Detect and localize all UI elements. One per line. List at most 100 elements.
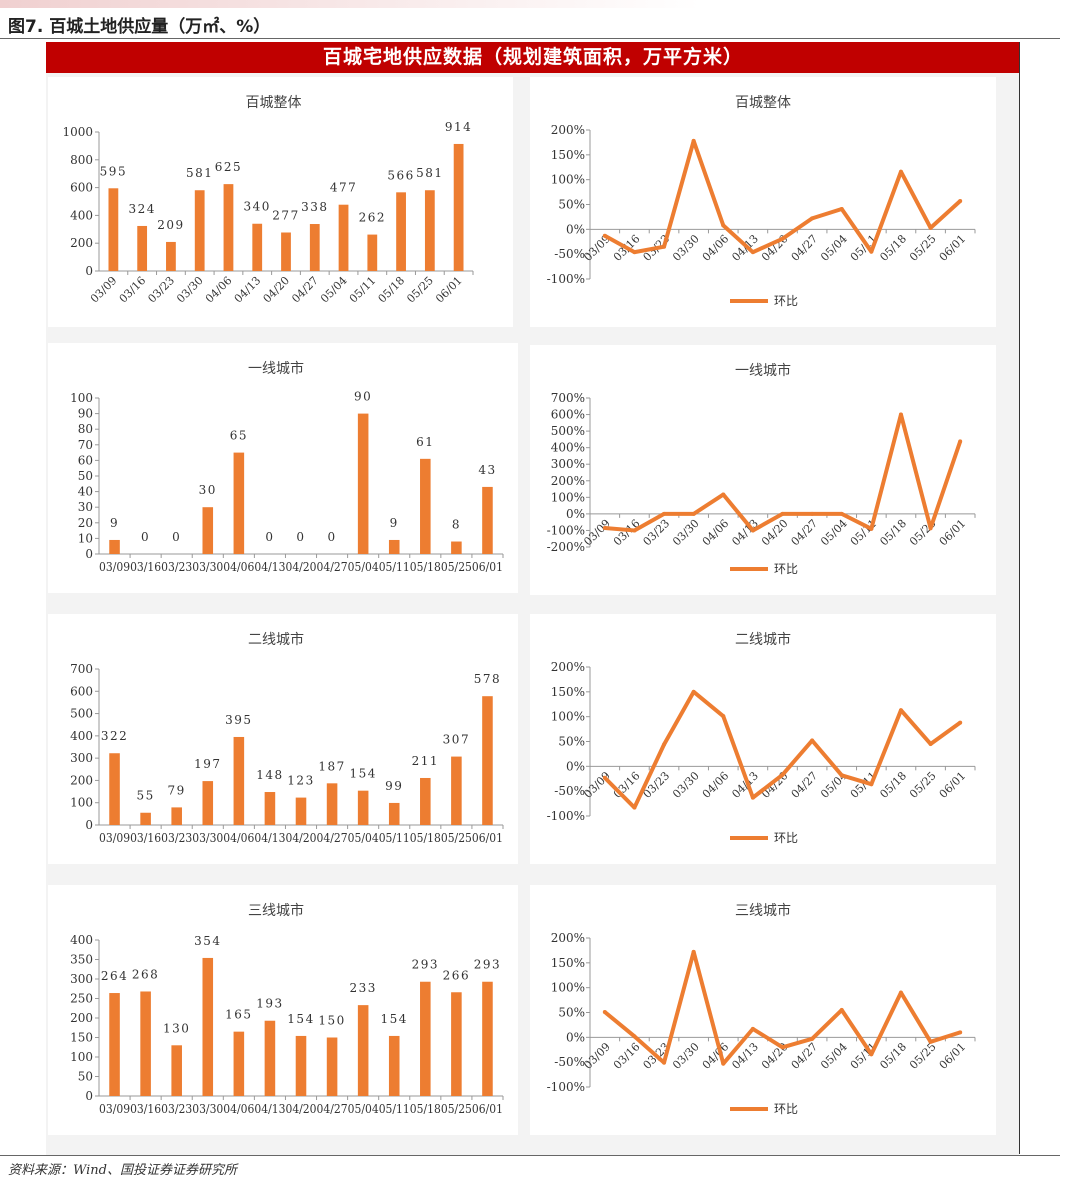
y-tick-label: 150%	[551, 956, 585, 970]
x-tick-label: 03/16	[117, 274, 149, 306]
y-tick-label: 40	[78, 485, 93, 499]
data-label: 595	[100, 164, 127, 178]
bar	[357, 790, 369, 825]
chart-svg: 二线城市-100%-50%0%50%100%150%200%03/0903/16…	[547, 631, 976, 845]
chart-title: 一线城市	[248, 360, 304, 377]
y-tick-label: 80	[78, 422, 93, 436]
bar	[424, 190, 435, 271]
x-tick-label: 04/27	[289, 274, 321, 306]
top-accent-strip	[0, 0, 700, 8]
x-tick-label: 03/16	[130, 560, 161, 574]
data-point	[928, 526, 933, 531]
x-tick-label: 03/09	[99, 1102, 130, 1116]
y-tick-label: 600	[70, 181, 93, 195]
bar	[420, 777, 431, 825]
y-tick-label: 200%	[551, 123, 585, 137]
x-tick-label: 03/30	[670, 232, 702, 264]
x-tick-label: 05/11	[379, 560, 410, 574]
bar-chart-panel-tier3: 三线城市 0 50 100 150 200 250 300 350 400 264 03/09 268 0…	[48, 885, 518, 1135]
data-label: 0	[172, 530, 181, 544]
data-point	[958, 439, 963, 444]
bar	[202, 507, 214, 554]
x-tick-label: 06/01	[472, 831, 503, 845]
data-label: 233	[349, 981, 376, 995]
y-tick-label: 100%	[551, 490, 585, 504]
data-label: 264	[101, 969, 128, 983]
y-tick-label: 30	[78, 500, 93, 514]
x-tick-label: 05/04	[818, 769, 850, 801]
y-tick-label: 200	[70, 1011, 93, 1025]
data-point	[869, 1052, 874, 1057]
x-tick-label: 03/30	[174, 274, 206, 306]
y-tick-label: 10	[78, 531, 93, 545]
data-point	[780, 1045, 785, 1050]
data-point	[928, 225, 933, 230]
data-point	[869, 249, 874, 254]
bar	[171, 807, 182, 825]
y-tick-label: 100	[70, 1050, 93, 1064]
data-point	[632, 528, 637, 533]
x-tick-label: 03/16	[611, 1040, 643, 1072]
bar	[326, 1037, 338, 1096]
bar	[309, 224, 320, 271]
y-tick-label: 0%	[566, 759, 585, 773]
y-tick-label: 400	[70, 933, 93, 947]
y-tick-label: 100	[70, 391, 93, 405]
y-tick-label: 300	[70, 751, 93, 765]
data-point	[602, 1010, 607, 1015]
x-tick-label: 03/09	[581, 517, 613, 549]
x-tick-label: 04/06	[203, 274, 235, 306]
data-label: 914	[445, 120, 472, 134]
data-label: 79	[168, 783, 186, 797]
x-tick-label: 06/01	[937, 769, 969, 801]
y-tick-label: 200%	[551, 474, 585, 488]
line-chart-panel-tier1: 一线城市 -200% -100% 0% 100% 200% 300% 400% 500% 600%…	[530, 345, 996, 595]
x-tick-label: 06/01	[433, 274, 465, 306]
chart-svg: 三线城市 0 50 100 150 200 250 300 350 400 264 03/09 268 0…	[70, 902, 504, 1116]
x-tick-label: 05/11	[379, 831, 410, 845]
y-tick-label: 100%	[551, 710, 585, 724]
data-point	[691, 949, 696, 954]
bar	[202, 781, 214, 825]
x-tick-label: 04/06	[700, 769, 732, 801]
x-tick-label: 03/23	[161, 560, 192, 574]
x-tick-label: 04/06	[223, 831, 254, 845]
data-label: 354	[194, 934, 221, 948]
x-tick-label: 04/20	[285, 1102, 316, 1116]
x-tick-label: 03/23	[161, 1102, 192, 1116]
y-tick-label: 200	[70, 236, 93, 250]
data-label: 55	[136, 789, 154, 803]
data-label: 338	[301, 200, 328, 214]
data-point	[750, 795, 755, 800]
x-tick-label: 03/30	[670, 517, 702, 549]
y-tick-label: 100%	[551, 981, 585, 995]
data-point	[721, 1061, 726, 1066]
x-tick-label: 05/11	[347, 274, 379, 306]
y-tick-label: 50%	[558, 1006, 585, 1020]
data-point	[662, 742, 667, 747]
bar-chart-panel-tier1: 一线城市 0 10 20 30 40 50 60 70 80 90 100 9 03/09 0 03/16 0 0…	[48, 343, 518, 593]
y-tick-label: -50%	[554, 247, 585, 261]
bar	[109, 539, 120, 554]
bar	[482, 981, 493, 1096]
x-tick-label: 03/16	[130, 831, 161, 845]
data-label: 90	[354, 390, 372, 404]
bar	[482, 486, 493, 554]
data-point	[839, 206, 844, 211]
data-label: 395	[225, 713, 252, 727]
chart-svg: 百城整体 0 200 400 600 800 1000 595 03/09 324 03/16 209…	[62, 95, 474, 306]
y-tick-label: -100%	[547, 809, 585, 823]
data-point	[602, 775, 607, 780]
y-tick-label: 0	[85, 1089, 93, 1103]
y-tick-label: -100%	[547, 1080, 585, 1094]
data-point	[691, 689, 696, 694]
data-label: 307	[443, 733, 470, 747]
x-tick-label: 04/06	[700, 232, 732, 264]
data-label: 148	[256, 768, 283, 782]
y-tick-label: 0	[85, 547, 93, 561]
data-label: 99	[385, 779, 403, 793]
x-tick-label: 04/20	[759, 769, 791, 801]
data-point	[810, 738, 815, 743]
y-tick-label: 500%	[551, 424, 585, 438]
y-tick-label: 0%	[566, 1030, 585, 1044]
